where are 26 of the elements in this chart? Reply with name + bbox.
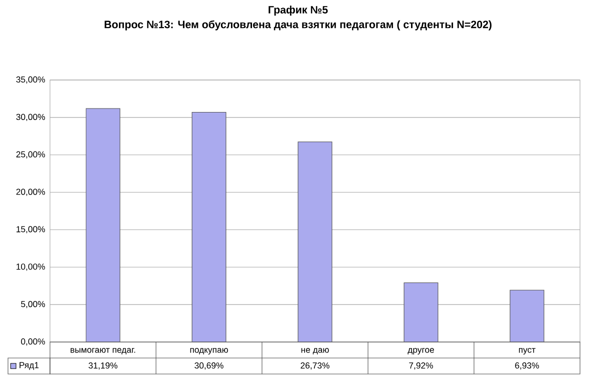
y-tick-label: 0,00% [21, 338, 45, 346]
legend-label: Ряд1 [20, 362, 39, 370]
chart-title: График №5 [268, 6, 328, 16]
y-tick-label: 10,00% [16, 264, 45, 271]
y-tick-label: 35,00% [16, 76, 45, 84]
data-label: 7,92% [409, 362, 433, 370]
data-label: 30,69% [194, 362, 224, 370]
data-label: 6,93% [515, 362, 539, 370]
x-tick-label: пуст [518, 348, 536, 355]
y-tick-label: 15,00% [16, 226, 45, 234]
x-tick-label: вымогают педаг. [70, 348, 136, 354]
bar [298, 142, 332, 342]
chart-subtitle: Вопрос №13: Чем обусловлена дача взятки педагогам ( студенты N=202) [104, 20, 492, 30]
x-tick-label: подкупаю [190, 348, 228, 355]
x-tick-label: не даю [301, 348, 329, 354]
bar [192, 112, 226, 342]
bar [510, 290, 544, 342]
data-label: 26,73% [300, 362, 330, 370]
bar [86, 108, 120, 342]
y-tick-label: 30,00% [16, 114, 45, 122]
y-tick-label: 5,00% [21, 301, 45, 308]
x-tick-label: другое [408, 348, 434, 355]
y-tick-label: 20,00% [16, 188, 45, 196]
y-tick-label: 25,00% [16, 151, 45, 158]
data-label: 31,19% [88, 362, 118, 370]
bar [404, 282, 438, 342]
